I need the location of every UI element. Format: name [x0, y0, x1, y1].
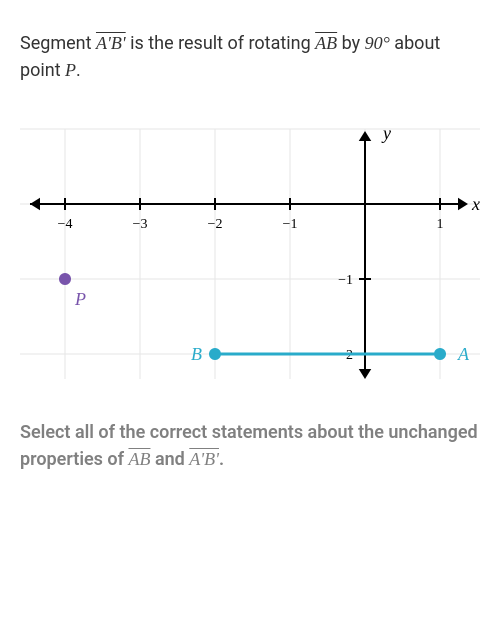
instruction-segment-ab: AB	[128, 449, 150, 469]
instruction-text: Select all of the correct statements abo…	[20, 419, 480, 473]
svg-text:A: A	[457, 344, 470, 364]
instruction-part-3: .	[219, 449, 224, 470]
svg-text:−2: −2	[208, 217, 223, 232]
svg-text:1: 1	[437, 217, 444, 232]
segment-aprime-bprime: A'B'	[96, 33, 126, 53]
segment-ab: AB	[315, 33, 337, 53]
svg-text:B: B	[191, 344, 202, 364]
prompt-text-2: is the result of rotating	[126, 33, 315, 54]
prompt-text-1: Segment	[20, 33, 96, 54]
problem-prompt: Segment A'B' is the result of rotating A…	[20, 30, 480, 84]
instruction-part-1: Select all of the correct statements abo…	[20, 422, 478, 470]
point-name: P	[65, 60, 76, 80]
graph-svg: −4−3−2−11−1−2yxABP	[20, 119, 480, 379]
angle-value: 90°	[365, 33, 390, 53]
prompt-text-3: by	[337, 33, 364, 54]
svg-text:−1: −1	[338, 273, 353, 288]
coordinate-graph: −4−3−2−11−1−2yxABP	[20, 119, 480, 379]
svg-text:P: P	[74, 289, 86, 309]
svg-text:−1: −1	[283, 217, 298, 232]
instruction-part-2: and	[150, 449, 189, 470]
svg-text:x: x	[471, 194, 480, 214]
svg-text:−3: −3	[133, 217, 148, 232]
prompt-text-5: .	[76, 60, 81, 81]
instruction-segment-aprime-bprime: A'B'	[189, 449, 219, 469]
svg-text:−4: −4	[58, 217, 73, 232]
svg-text:y: y	[381, 123, 391, 143]
